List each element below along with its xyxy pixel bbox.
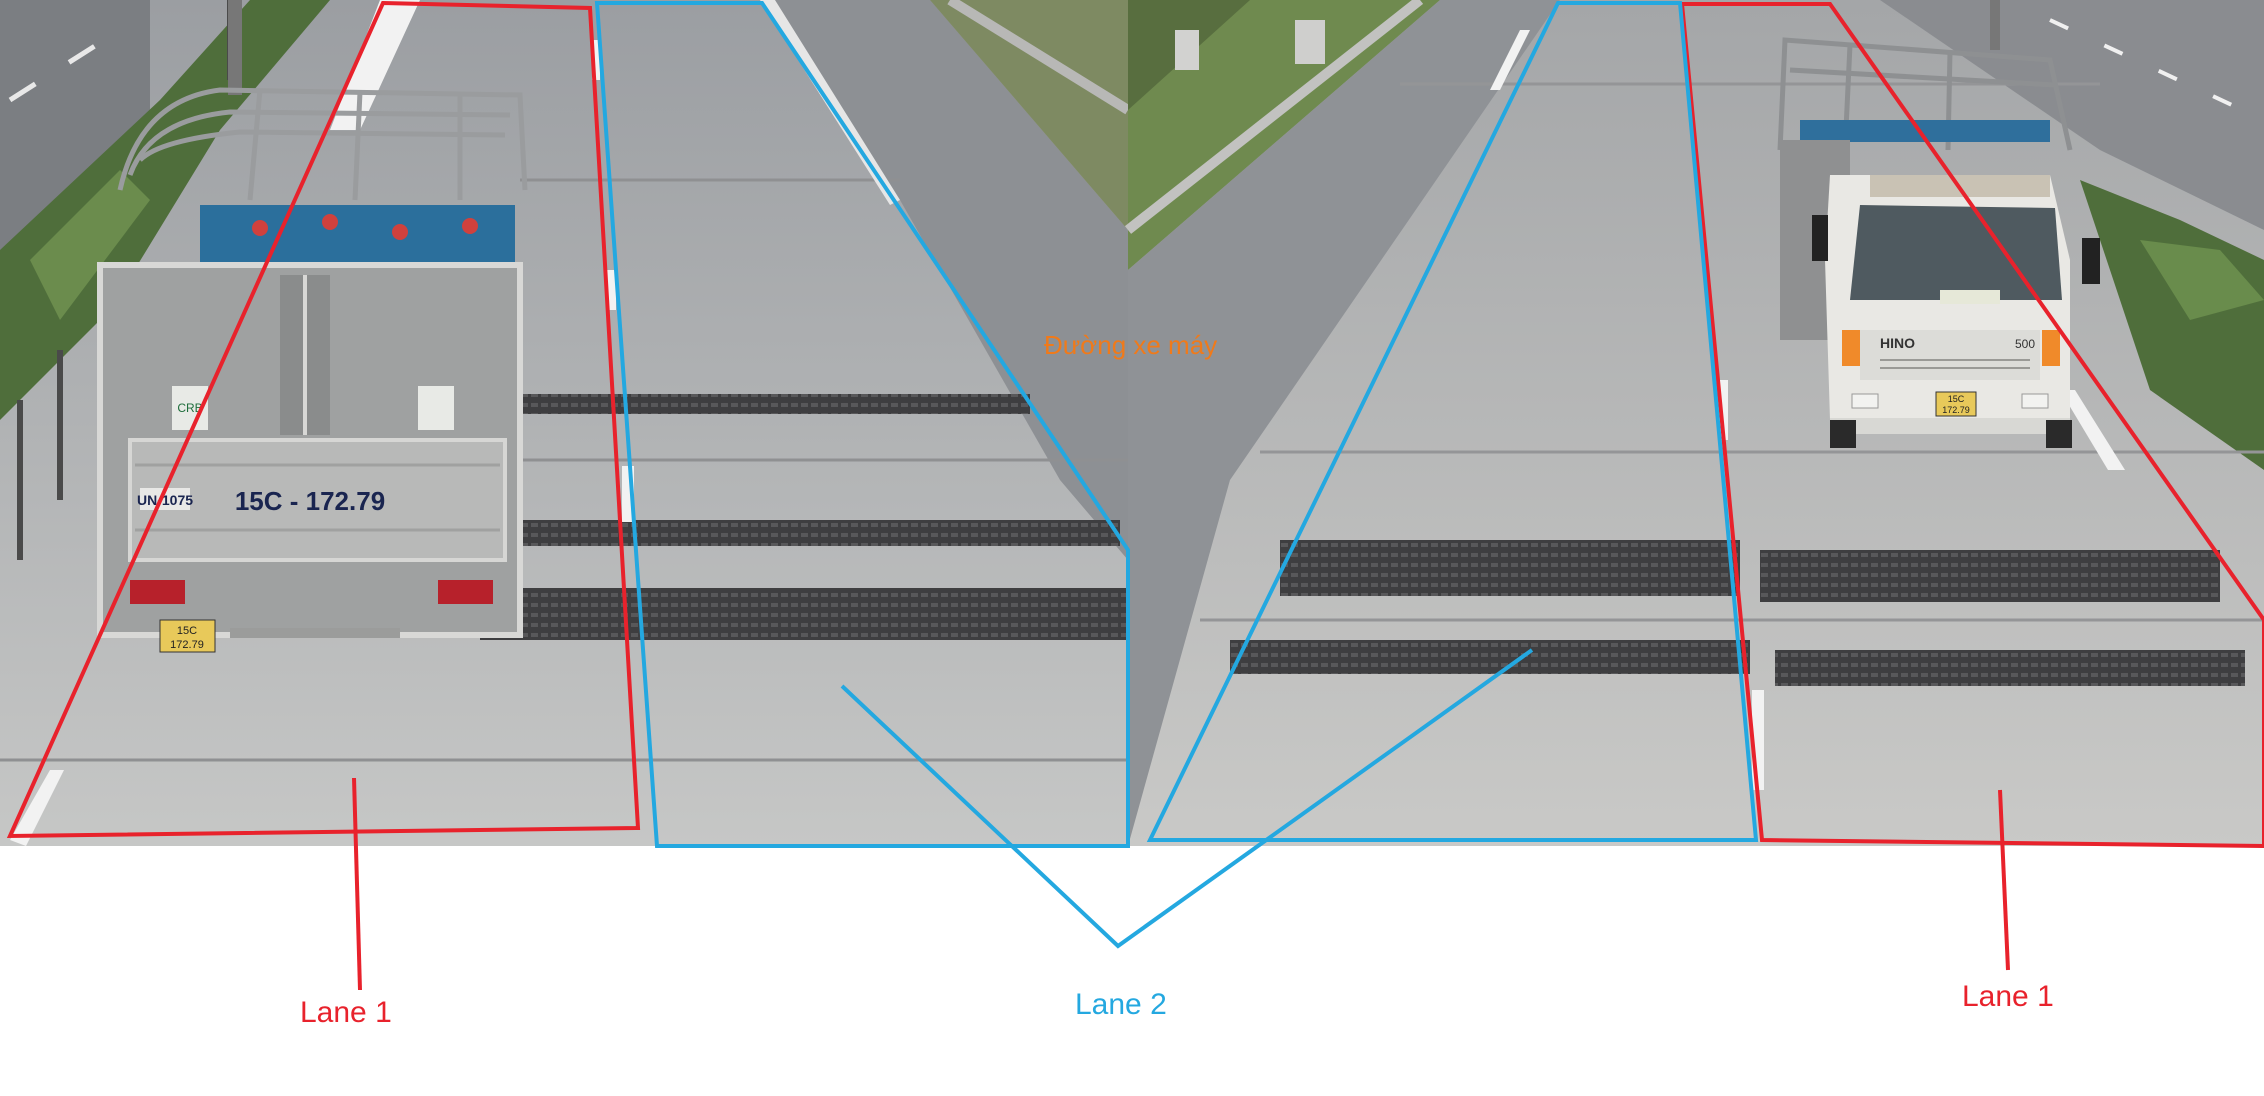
right-brand-badge: HINO (1880, 335, 1915, 351)
left-plate-top: 15C (177, 625, 197, 637)
left-brand-sticker: CRB (177, 401, 202, 415)
lane1-right-pointer (1998, 789, 2010, 971)
lane2-left-polygon (594, 1, 1130, 848)
lane1-left-label: Lane 1 (300, 996, 392, 1029)
right-camera-photo: HINO 500 15C 172.79 (1124, 0, 2264, 846)
lane1-right-label: Lane 1 (1962, 980, 2054, 1013)
lane2-label: Lane 2 (1075, 988, 1167, 1021)
left-truck-code: UN-1075 (137, 492, 193, 508)
lane2-pointer (840, 648, 1534, 949)
left-truck-rear-plate-painted: 15C - 172.79 (235, 486, 385, 516)
motorbike-lane-label: Đường xe máy (1044, 330, 1218, 360)
left-plate-bottom: 172.79 (170, 639, 204, 651)
lane2-right-polygon (1146, 1, 1759, 842)
lane1-left-polygon (6, 0, 641, 839)
right-model-badge: 500 (2015, 337, 2035, 351)
right-plate-bottom: 172.79 (1942, 405, 1970, 415)
right-truck: HINO 500 15C 172.79 (1777, 37, 2100, 448)
lane2-annotations (594, 1, 1759, 949)
right-plate-top: 15C (1948, 394, 1965, 404)
lane1-right-polygon (1679, 2, 2264, 849)
left-truck: CRB UN-1075 15C - 172.79 15C 172.79 (97, 87, 528, 653)
lane1-annotations (6, 0, 2264, 991)
lane1-left-pointer (352, 777, 362, 991)
left-camera-photo: CRB UN-1075 15C - 172.79 15C 172.79 (0, 0, 1131, 846)
